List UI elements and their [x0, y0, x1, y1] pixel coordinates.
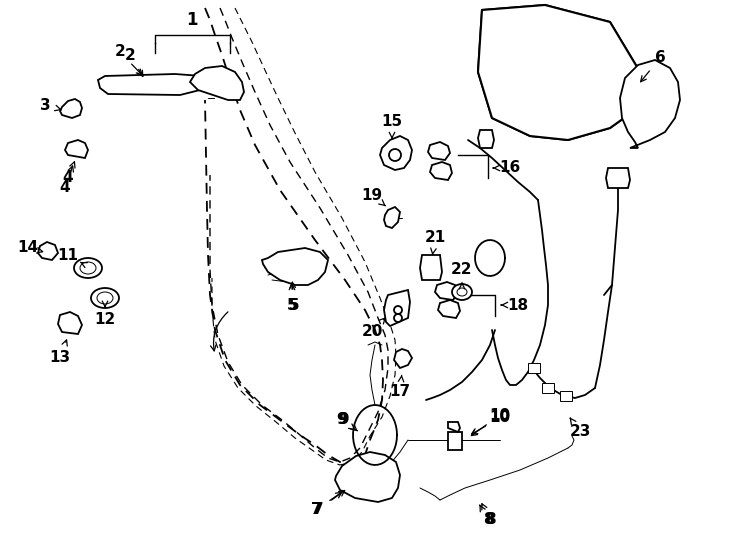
Text: 13: 13	[49, 350, 70, 366]
Text: 11: 11	[57, 248, 79, 264]
Text: 23: 23	[570, 424, 591, 440]
Text: 17: 17	[390, 384, 410, 400]
Text: 10: 10	[490, 408, 511, 422]
Polygon shape	[478, 130, 494, 148]
Text: 1: 1	[186, 11, 197, 29]
Polygon shape	[190, 66, 244, 100]
Polygon shape	[478, 5, 640, 140]
Text: 22: 22	[451, 262, 473, 278]
Ellipse shape	[74, 258, 102, 278]
Text: 4: 4	[59, 180, 70, 195]
Polygon shape	[58, 312, 82, 334]
Text: 7: 7	[310, 503, 321, 517]
Polygon shape	[394, 349, 412, 368]
Text: 2: 2	[125, 48, 135, 63]
Polygon shape	[262, 248, 328, 285]
Circle shape	[394, 306, 402, 314]
Polygon shape	[60, 99, 82, 118]
Text: 19: 19	[361, 187, 382, 202]
Polygon shape	[380, 136, 412, 170]
Text: 7: 7	[313, 503, 323, 517]
Text: 8: 8	[484, 512, 495, 528]
Text: 15: 15	[382, 114, 402, 130]
Ellipse shape	[452, 284, 472, 300]
Polygon shape	[335, 452, 400, 502]
Text: 9: 9	[338, 413, 349, 428]
Polygon shape	[438, 300, 460, 318]
Ellipse shape	[91, 288, 119, 308]
Text: 14: 14	[18, 240, 39, 255]
Polygon shape	[606, 168, 630, 188]
Text: 18: 18	[507, 298, 528, 313]
Text: 10: 10	[490, 410, 511, 426]
Polygon shape	[38, 242, 58, 260]
Polygon shape	[384, 290, 410, 326]
Text: 4: 4	[62, 171, 73, 186]
Polygon shape	[98, 74, 205, 95]
Text: 2: 2	[115, 44, 126, 59]
Polygon shape	[430, 162, 452, 180]
Polygon shape	[620, 60, 680, 148]
Polygon shape	[428, 142, 450, 160]
Polygon shape	[420, 255, 442, 280]
Polygon shape	[384, 207, 400, 228]
FancyBboxPatch shape	[560, 391, 572, 401]
Text: 12: 12	[95, 313, 116, 327]
Text: 16: 16	[499, 160, 520, 176]
FancyBboxPatch shape	[542, 383, 554, 393]
Text: 5: 5	[288, 299, 299, 314]
Polygon shape	[65, 140, 88, 158]
Polygon shape	[435, 282, 458, 300]
Circle shape	[394, 314, 402, 322]
Text: 9: 9	[337, 413, 347, 428]
Text: 5: 5	[287, 299, 297, 314]
FancyBboxPatch shape	[528, 363, 540, 373]
Text: 6: 6	[655, 51, 666, 65]
Polygon shape	[478, 5, 640, 140]
Circle shape	[389, 149, 401, 161]
Text: 8: 8	[483, 512, 493, 528]
Polygon shape	[448, 422, 460, 432]
Polygon shape	[448, 432, 462, 450]
Text: 21: 21	[424, 231, 446, 246]
Text: 20: 20	[361, 325, 382, 340]
Text: 3: 3	[40, 98, 51, 112]
